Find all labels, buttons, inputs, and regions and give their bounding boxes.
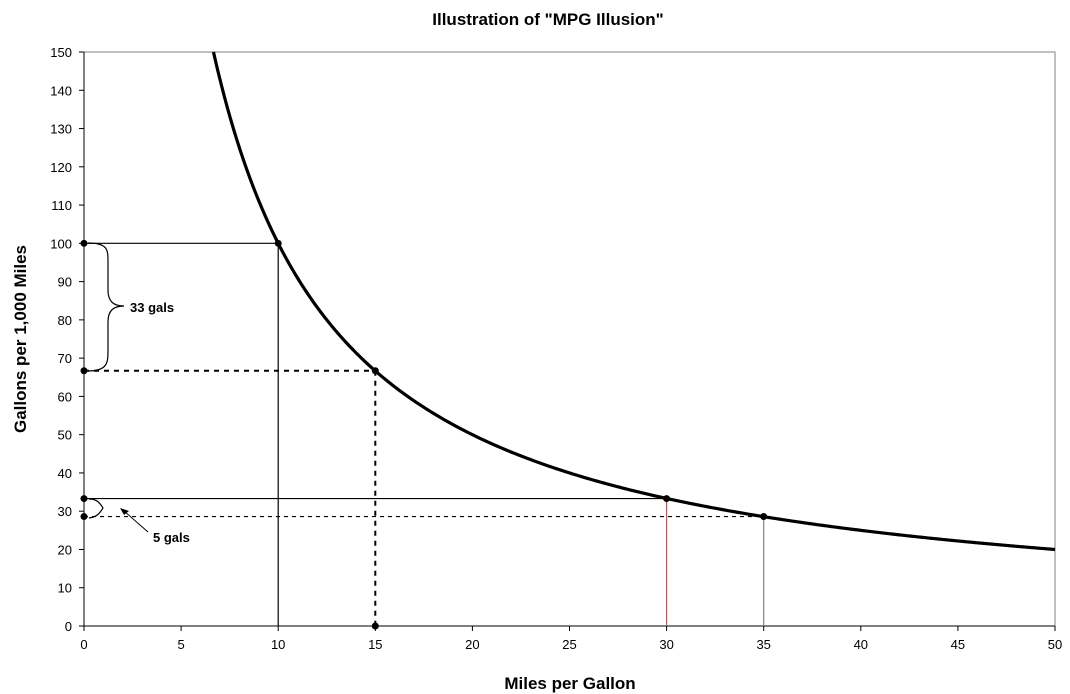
points-layer	[80, 239, 768, 630]
x-tick-label: 10	[271, 637, 285, 652]
annotation-33-gals: 33 gals	[130, 300, 174, 315]
y-tick-label: 40	[58, 466, 72, 481]
y-tick-label: 110	[51, 198, 72, 213]
x-tick-label: 20	[465, 637, 479, 652]
brace-33-gals	[87, 242, 125, 372]
y-tick-label: 140	[50, 83, 72, 98]
x-tick-label: 30	[659, 637, 673, 652]
x-tick-label: 35	[756, 637, 770, 652]
y-tick-label: 120	[50, 160, 72, 175]
series-line	[211, 51, 1056, 552]
axis-point	[80, 495, 88, 503]
curve-point	[274, 239, 282, 247]
y-axis-ticks: 0 10 20 30 40 50 60 70 80 90 100 110 120 130 140 150	[50, 45, 84, 634]
y-tick-label: 60	[58, 389, 72, 404]
y-tick-label: 150	[50, 45, 72, 60]
axis-point	[80, 513, 88, 521]
y-tick-label: 20	[58, 542, 72, 557]
curve-point	[760, 513, 768, 521]
annotation-5-gals-pointer	[123, 510, 149, 533]
annotation-5-gals: 5 gals	[153, 530, 190, 545]
y-axis-label: Gallons per 1,000 Miles	[11, 245, 30, 433]
curve-point	[663, 495, 671, 503]
chart-title: Illustration of "MPG Illusion"	[432, 10, 663, 29]
y-tick-label: 30	[58, 504, 72, 519]
x-axis-ticks: 0 5 10 15 20 25 30 35 40 45 50	[80, 626, 1062, 652]
plot-frame	[83, 51, 1056, 627]
brace-5-gals	[88, 498, 104, 519]
y-tick-label: 90	[58, 275, 72, 290]
y-tick-label: 80	[58, 313, 72, 328]
x-tick-label: 15	[368, 637, 382, 652]
x-tick-label: 25	[562, 637, 576, 652]
y-tick-label: 70	[58, 351, 72, 366]
reference-lines	[84, 242, 765, 626]
axis-point	[80, 367, 88, 375]
x-tick-label: 50	[1048, 637, 1062, 652]
annotation-5-gals-arrowhead	[120, 508, 129, 515]
x-axis-label: Miles per Gallon	[504, 674, 635, 693]
y-tick-label: 130	[50, 122, 72, 137]
x-tick-label: 0	[80, 637, 87, 652]
series-layer	[211, 51, 1056, 552]
plot-area	[83, 51, 1056, 627]
x-tick-label: 40	[854, 637, 868, 652]
y-tick-label: 100	[50, 236, 72, 251]
x-tick-label: 5	[177, 637, 184, 652]
y-tick-label: 0	[65, 619, 72, 634]
y-tick-label: 10	[58, 581, 72, 596]
y-tick-label: 50	[58, 428, 72, 443]
x-tick-label: 45	[951, 637, 965, 652]
annotations-layer: 33 gals 5 gals	[87, 242, 190, 545]
curve-point	[371, 367, 379, 375]
